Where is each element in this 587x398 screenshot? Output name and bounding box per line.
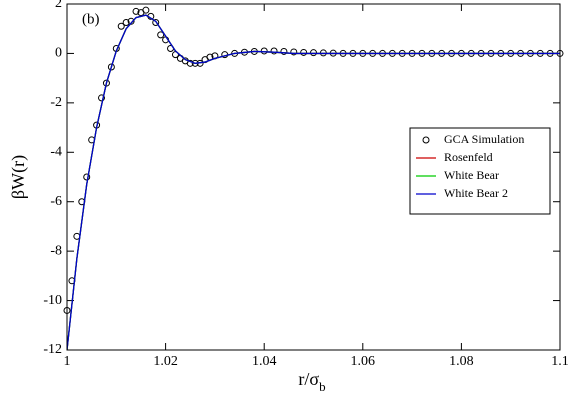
data-point	[107, 63, 115, 71]
y-tick-label: -12	[43, 342, 62, 357]
y-tick-label: -2	[50, 95, 62, 110]
x-tick-label: 1.04	[252, 354, 277, 369]
x-axis-label: r/σb	[298, 369, 325, 394]
data-point	[157, 31, 165, 39]
data-point	[122, 19, 130, 27]
x-tick-label: 1.08	[449, 354, 474, 369]
data-point	[260, 47, 268, 55]
legend-label: GCA Simulation	[444, 132, 524, 146]
x-tick-label: 1.1	[551, 354, 569, 369]
data-point	[310, 49, 317, 57]
y-tick-label: 2	[55, 0, 62, 11]
x-tick-label: 1.06	[351, 354, 376, 369]
data-point	[98, 94, 106, 102]
y-tick-label: -6	[50, 194, 62, 209]
y-tick-label: -8	[50, 243, 62, 258]
y-axis-label: βW(r)	[8, 155, 29, 199]
y-tick-label: -4	[50, 145, 62, 160]
data-point	[186, 59, 194, 67]
data-point	[300, 48, 308, 56]
curve	[67, 14, 560, 350]
legend-label: Rosenfeld	[444, 150, 493, 164]
legend-marker	[422, 136, 430, 144]
x-tick-label: 1	[64, 354, 71, 369]
plot-frame	[66, 3, 561, 351]
legend-box	[409, 127, 551, 215]
data-point	[270, 47, 278, 55]
data-point	[132, 7, 140, 15]
x-tick-label: 1.02	[153, 354, 178, 369]
data-point	[152, 19, 160, 27]
x-axis-label-main: r/σ	[298, 369, 319, 389]
legend-label: White Bear	[444, 168, 499, 182]
data-point	[290, 48, 298, 56]
data-point	[127, 17, 135, 25]
data-point	[83, 173, 91, 181]
y-tick-label: -10	[43, 293, 62, 308]
data-point	[142, 6, 150, 14]
y-tick-label: 0	[55, 46, 62, 61]
x-axis-label-subscript: b	[319, 379, 326, 394]
legend-label: White Bear 2	[444, 186, 508, 200]
annotation: (b)	[82, 11, 100, 27]
data-point	[280, 47, 288, 55]
data-point	[117, 22, 125, 30]
